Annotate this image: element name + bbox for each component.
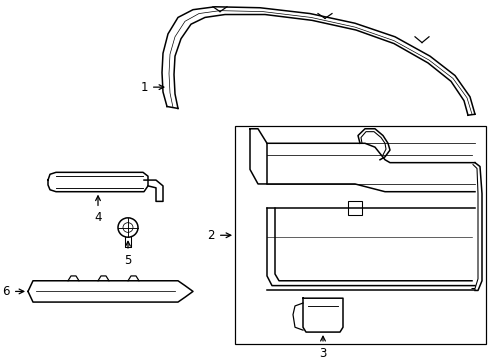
Text: 3: 3: [319, 336, 326, 360]
Text: 4: 4: [94, 196, 102, 224]
Text: 2: 2: [207, 229, 230, 242]
Text: 5: 5: [124, 241, 131, 267]
Text: 1: 1: [140, 81, 163, 94]
Text: 6: 6: [2, 285, 24, 298]
